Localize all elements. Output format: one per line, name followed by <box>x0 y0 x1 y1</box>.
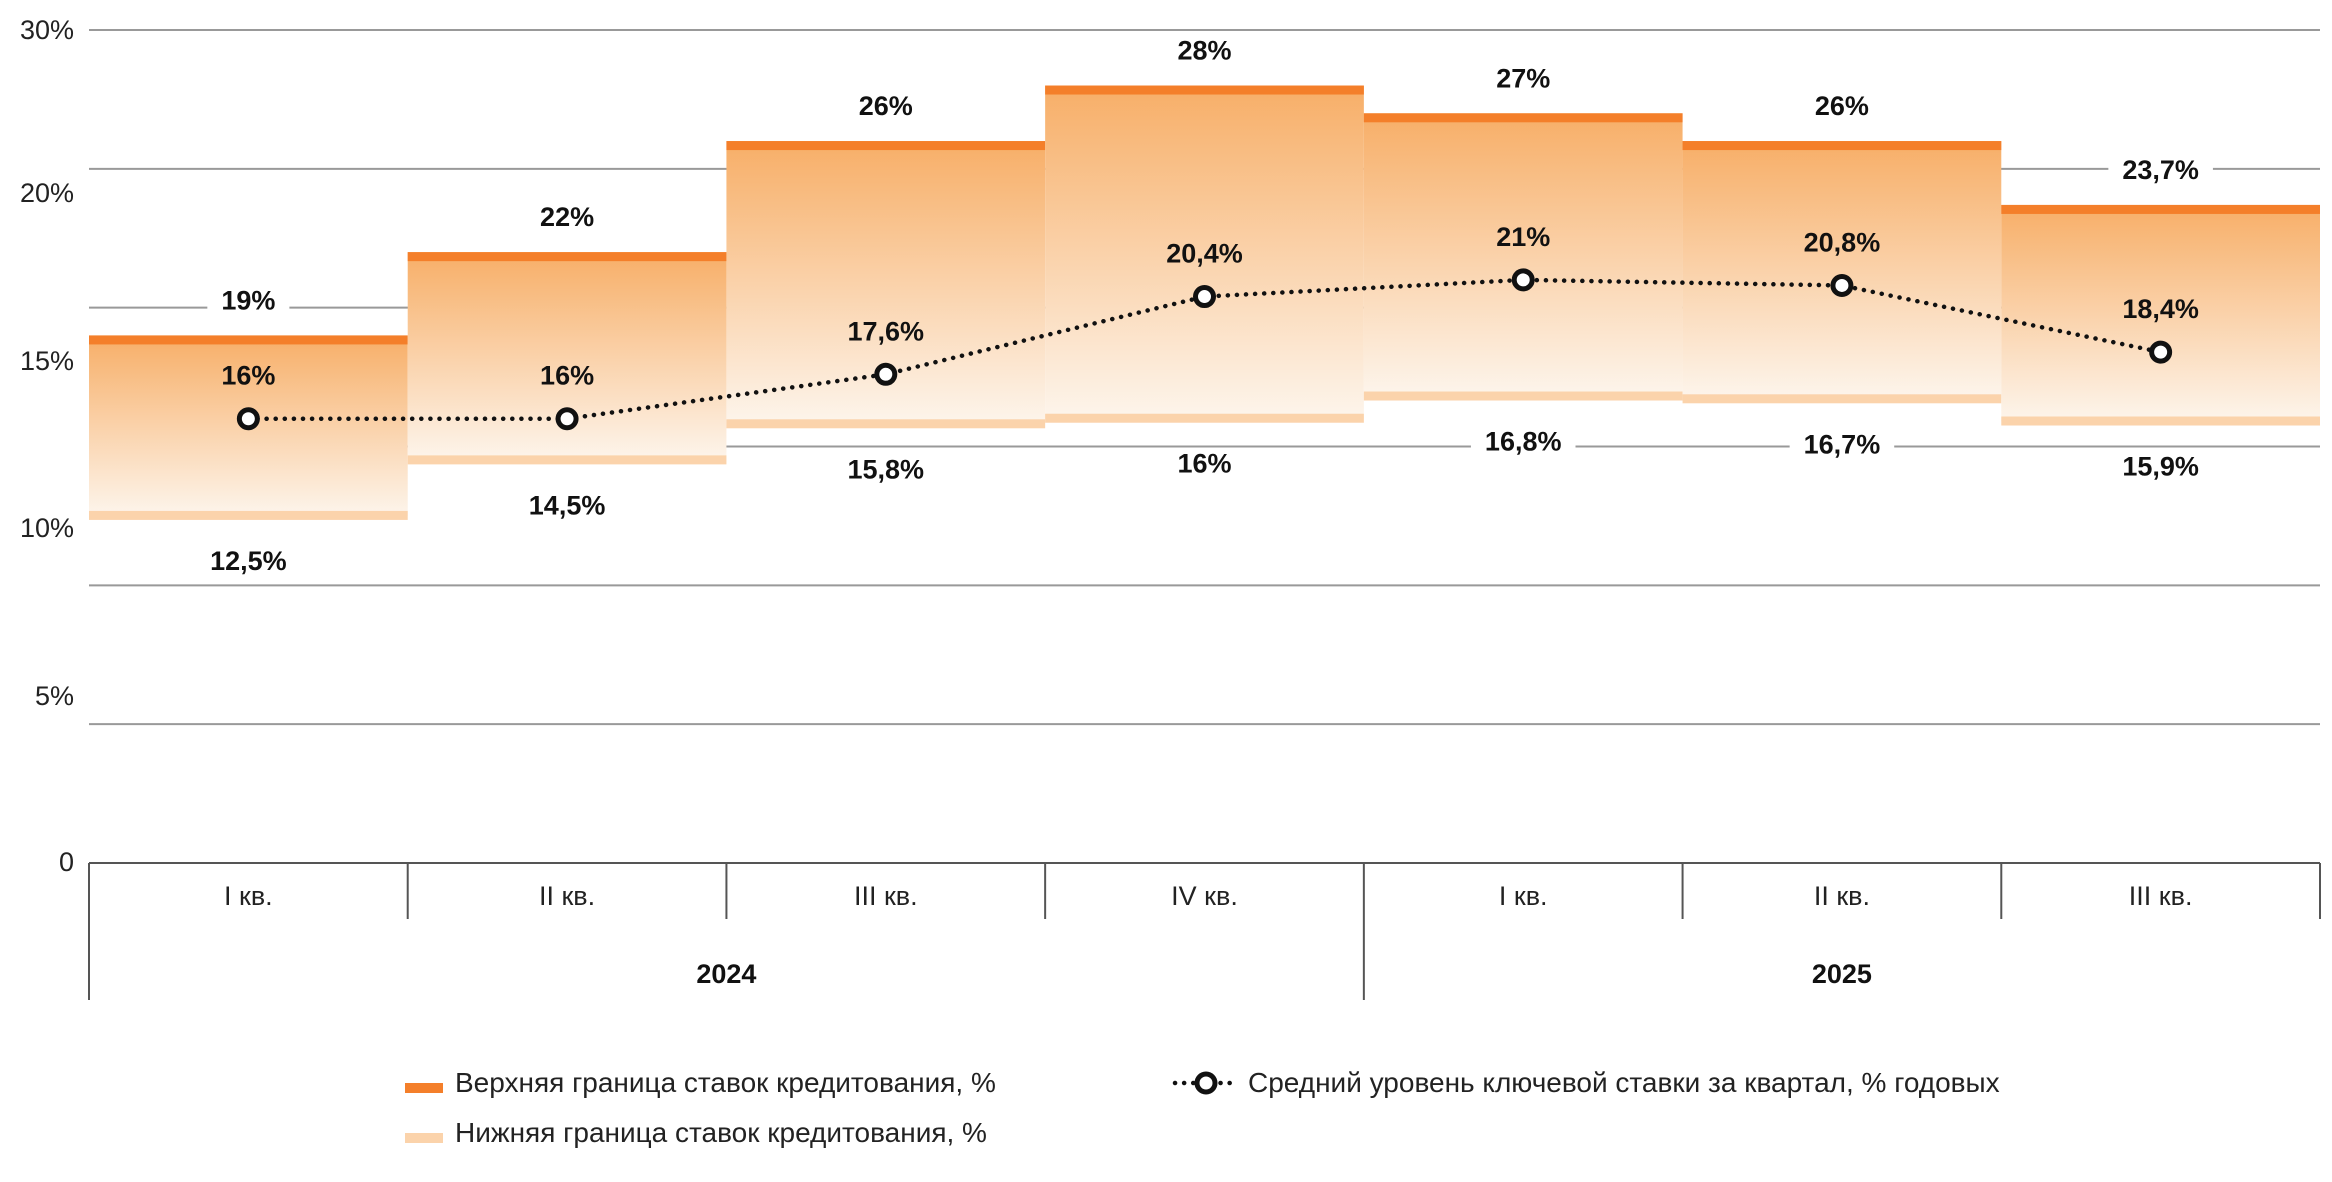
key-rate-label: 18,4% <box>2122 294 2199 324</box>
upper-bound-bar <box>1682 141 2002 151</box>
quarter-label: III кв. <box>854 881 918 911</box>
y-tick-label: 20% <box>20 178 74 208</box>
legend-label-lower: Нижняя граница ставок кредитования, % <box>455 1117 987 1148</box>
legend-swatch-upper <box>405 1083 443 1093</box>
label-background <box>1482 63 1565 94</box>
label-background <box>1163 35 1246 66</box>
lower-bound-label: 14,5% <box>529 490 606 520</box>
label-background <box>2108 154 2213 185</box>
label-background <box>833 454 939 485</box>
quarter-label: II кв. <box>1814 881 1870 911</box>
range-bar <box>1682 141 2002 400</box>
lower-bound-label: 16% <box>1177 449 1231 479</box>
range-bar <box>2001 204 2320 422</box>
lower-bound-bar <box>89 510 408 520</box>
range-bar <box>1363 113 1683 397</box>
key-rate-label: 21% <box>1496 222 1550 252</box>
lower-bound-bar <box>2001 416 2320 426</box>
upper-bound-label: 22% <box>540 202 594 232</box>
y-tick-label: 5% <box>35 681 74 711</box>
key-rate-point <box>874 362 898 386</box>
label-background <box>1163 448 1246 479</box>
upper-bound-label: 26% <box>1815 91 1869 121</box>
label-background <box>196 545 301 576</box>
key-rate-point <box>1193 285 1216 309</box>
year-label: 2025 <box>1812 959 1872 989</box>
quarter-label: IV кв. <box>1171 881 1238 911</box>
label-background <box>2108 451 2213 482</box>
key-rate-point <box>236 407 260 431</box>
upper-bound-bar <box>1363 113 1683 123</box>
quarter-label: I кв. <box>1499 881 1548 911</box>
upper-bound-bar <box>1045 85 1364 95</box>
label-background <box>514 490 620 521</box>
year-label: 2024 <box>696 959 756 989</box>
label-background <box>844 91 927 122</box>
y-tick-label: 30% <box>20 15 74 45</box>
key-rate-label: 20,4% <box>1166 239 1243 269</box>
upper-bound-label: 28% <box>1177 36 1231 66</box>
quarter-label: III кв. <box>2129 881 2193 911</box>
key-rate-point <box>2149 340 2173 364</box>
lower-bound-label: 16,7% <box>1804 429 1881 459</box>
legend-label-key-rate: Средний уровень ключевой ставки за кварт… <box>1248 1067 2000 1098</box>
lower-bound-label: 12,5% <box>210 546 287 576</box>
lower-bound-bar <box>726 419 1046 429</box>
lower-bound-bar <box>1045 413 1364 423</box>
key-rate-point <box>1830 273 1854 297</box>
legend-swatch-lower <box>405 1133 443 1143</box>
label-background <box>1789 429 1895 460</box>
key-rate-label: 16% <box>540 361 594 391</box>
y-tick-label: 0 <box>59 847 74 877</box>
upper-bound-label: 23,7% <box>2122 155 2199 185</box>
y-tick-label: 15% <box>20 346 74 376</box>
lower-bound-label: 15,9% <box>2122 452 2199 482</box>
upper-bound-label: 26% <box>859 91 913 121</box>
upper-bound-bar <box>407 252 727 262</box>
key-rate-label: 17,6% <box>848 316 925 346</box>
legend-label-upper: Верхняя граница ставок кредитования, % <box>455 1067 996 1098</box>
label-background <box>1470 426 1576 457</box>
lower-bound-bar <box>1363 391 1683 401</box>
y-tick-label: 10% <box>20 513 74 543</box>
lower-bound-bar <box>407 455 727 465</box>
label-background <box>1800 91 1883 122</box>
key-rate-point <box>555 407 579 431</box>
lower-bound-label: 15,8% <box>848 454 925 484</box>
key-rate-point <box>1511 268 1535 292</box>
legend-marker-key-rate <box>1194 1071 1218 1095</box>
label-background <box>526 202 609 233</box>
upper-bound-bar <box>2001 204 2320 214</box>
lower-bound-label: 16,8% <box>1485 427 1562 457</box>
upper-bound-bar <box>89 335 408 345</box>
quarter-label: I кв. <box>224 881 273 911</box>
upper-bound-label: 19% <box>221 285 275 315</box>
upper-bound-label: 27% <box>1496 63 1550 93</box>
lower-bound-bar <box>1682 394 2002 404</box>
key-rate-label: 16% <box>221 361 275 391</box>
label-background <box>207 285 290 316</box>
range-bar <box>1045 85 1364 419</box>
quarter-label: II кв. <box>539 881 595 911</box>
key-rate-label: 20,8% <box>1804 227 1881 257</box>
upper-bound-bar <box>726 141 1046 151</box>
